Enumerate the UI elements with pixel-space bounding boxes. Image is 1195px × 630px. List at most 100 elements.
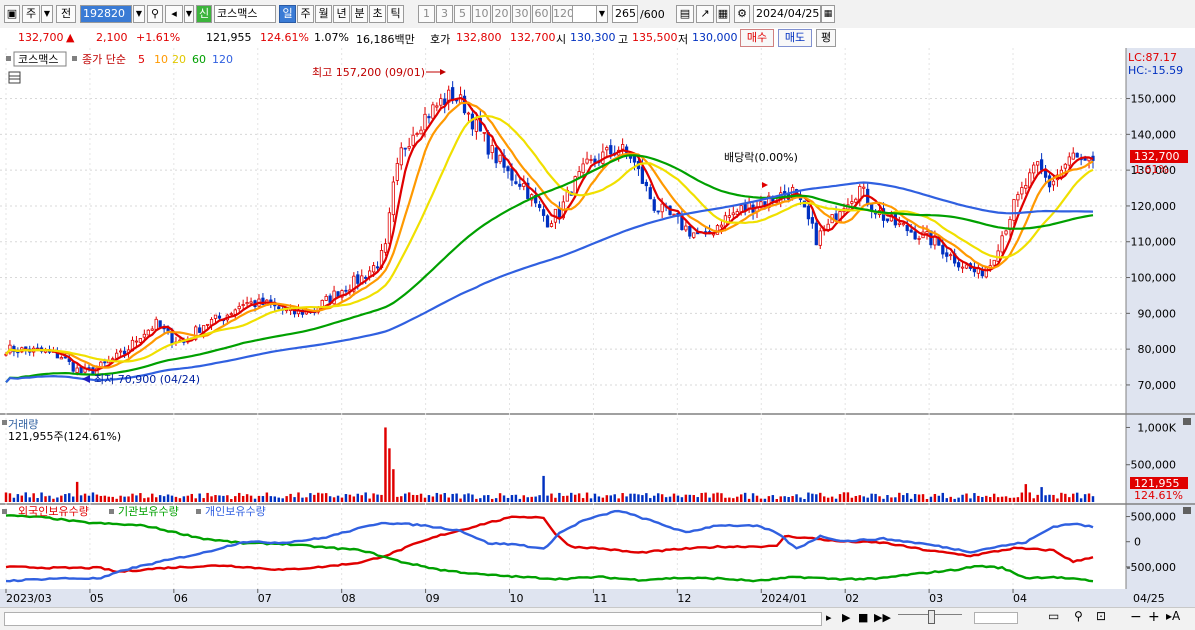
chart-scrollbar[interactable]: ▸ ▶ ■ ▶▶ ▭ ⚲ ⊡ − + ▸A xyxy=(0,607,1195,630)
date-tick-label: 09 xyxy=(426,592,440,605)
volume-bar xyxy=(870,493,873,502)
stop-icon[interactable]: ■ xyxy=(858,611,869,624)
candle-body xyxy=(241,304,245,306)
volume-bar xyxy=(842,492,846,502)
plus-icon[interactable]: + xyxy=(1148,609,1160,625)
candle-body xyxy=(810,217,814,224)
interval-button-1[interactable]: 1 xyxy=(418,5,435,23)
turnover-rate: 1.07% xyxy=(314,31,349,44)
volume-bar xyxy=(170,495,174,502)
layout-icon[interactable]: ▣ xyxy=(4,5,20,23)
volume-bar xyxy=(945,498,948,502)
candle-body xyxy=(506,166,510,172)
institution-marker-icon xyxy=(109,509,114,514)
speaker-dropdown-icon[interactable]: ▼ xyxy=(184,5,194,23)
volume-bar xyxy=(1072,493,1075,502)
volume-bar xyxy=(427,495,431,502)
market-dropdown-icon[interactable]: ▼ xyxy=(41,5,53,23)
table-view-icon[interactable] xyxy=(8,71,21,84)
stock-chart[interactable]: 코스맥스 종가 단순 5 10 20 60 120 LC:87.17 HC:-1… xyxy=(0,48,1195,607)
volume-bar xyxy=(182,496,186,502)
stock-code-input[interactable]: 192820 xyxy=(80,5,132,23)
interval-button-120[interactable]: 120 xyxy=(552,5,575,23)
stock-name-field[interactable]: 코스맥스 xyxy=(214,5,276,23)
save-icon[interactable]: ▦ xyxy=(716,5,730,23)
volume-bar xyxy=(566,495,569,502)
buy-button[interactable]: 매수 xyxy=(740,29,774,47)
period-button-0[interactable]: 일 xyxy=(279,5,296,23)
prev-button[interactable]: 전 xyxy=(56,5,76,23)
volume-bar xyxy=(641,495,644,502)
speaker-icon[interactable]: ◂ xyxy=(165,5,183,23)
date-input[interactable]: 2024/04/25 xyxy=(753,5,821,23)
low-label: 저 xyxy=(678,33,689,46)
interval-button-3[interactable]: 3 xyxy=(436,5,453,23)
scroll-button-icon[interactable]: ▭ xyxy=(1048,609,1060,623)
volume-bar xyxy=(562,495,565,502)
volume-bar xyxy=(570,492,573,502)
price-tick-label: 80,000 xyxy=(1138,343,1177,356)
interval-button-60[interactable]: 60 xyxy=(532,5,551,23)
candle-body xyxy=(332,290,336,305)
volume-bar xyxy=(158,495,162,502)
period-button-2[interactable]: 월 xyxy=(315,5,332,23)
volume-bar xyxy=(783,496,786,502)
volume-bar xyxy=(803,498,806,502)
foreign-holdings-label: 외국인보유수량 xyxy=(18,505,89,518)
interval-button-20[interactable]: 20 xyxy=(492,5,511,23)
zoom-slider-handle[interactable] xyxy=(928,610,935,624)
interval-dropdown-icon[interactable]: ▼ xyxy=(596,5,608,23)
period-button-1[interactable]: 주 xyxy=(297,5,314,23)
search-icon[interactable]: ⚲ xyxy=(147,5,163,23)
volume-bar xyxy=(490,498,494,502)
period-button-5[interactable]: 초 xyxy=(369,5,386,23)
volume-bar xyxy=(344,494,348,502)
interval-button-30[interactable]: 30 xyxy=(512,5,531,23)
auto-fit-button[interactable]: ▸A xyxy=(1166,609,1181,623)
minus-icon[interactable]: − xyxy=(1130,609,1142,625)
volume-bar xyxy=(317,492,320,502)
zoom-out-icon[interactable]: ⚲ xyxy=(1074,609,1083,623)
candle-body xyxy=(59,357,63,360)
candle-body xyxy=(648,187,652,200)
volume-bar xyxy=(506,497,510,502)
gear-icon[interactable]: ⚙ xyxy=(734,5,750,23)
holdings-marker-icon xyxy=(2,509,7,514)
candle-body xyxy=(364,276,368,279)
holdings-lines xyxy=(5,509,1094,583)
scroll-left-icon[interactable]: ▸ xyxy=(826,611,832,624)
volume-bar xyxy=(684,494,688,502)
volume-bar xyxy=(91,492,95,502)
candle-body xyxy=(672,213,676,216)
sell-button[interactable]: 매도 xyxy=(778,29,812,47)
holdings-panel-close-icon[interactable] xyxy=(1183,507,1191,514)
interval-button-10[interactable]: 10 xyxy=(472,5,491,23)
scroll-track[interactable] xyxy=(4,612,822,626)
candle-body xyxy=(850,201,854,204)
period-button-3[interactable]: 년 xyxy=(333,5,350,23)
code-dropdown-icon[interactable]: ▼ xyxy=(133,5,145,23)
eval-button[interactable]: 평 xyxy=(816,29,836,47)
draw-tool-icon[interactable]: ↗ xyxy=(696,5,714,23)
high-arrow-icon xyxy=(440,69,446,75)
period-button-4[interactable]: 분 xyxy=(351,5,368,23)
price-tick-label: 140,000 xyxy=(1131,128,1177,141)
calendar-icon[interactable]: ▦ xyxy=(821,5,835,23)
interval-button-5[interactable]: 5 xyxy=(454,5,471,23)
count-input[interactable]: 265 xyxy=(612,5,638,23)
indicator-icon[interactable]: ▤ xyxy=(676,5,694,23)
zoom-range-field[interactable] xyxy=(974,612,1018,624)
individual-holdings-label: 개인보유수량 xyxy=(205,505,266,518)
scroll-prev-icon[interactable]: ▶ xyxy=(842,611,851,624)
lock-icon[interactable]: ⊡ xyxy=(1096,609,1107,623)
date-tick-label: 11 xyxy=(593,592,607,605)
scroll-end-icon[interactable]: ▶▶ xyxy=(874,611,891,624)
candle-body xyxy=(956,262,961,268)
volume-bar xyxy=(40,492,43,502)
market-button[interactable]: 주 xyxy=(22,5,40,23)
period-button-6[interactable]: 틱 xyxy=(387,5,404,23)
holdings-tick-label: 500,000 xyxy=(1131,511,1177,524)
volume-bar xyxy=(834,498,838,502)
volume-panel-close-icon[interactable] xyxy=(1183,418,1191,425)
volume-bar xyxy=(154,497,158,502)
